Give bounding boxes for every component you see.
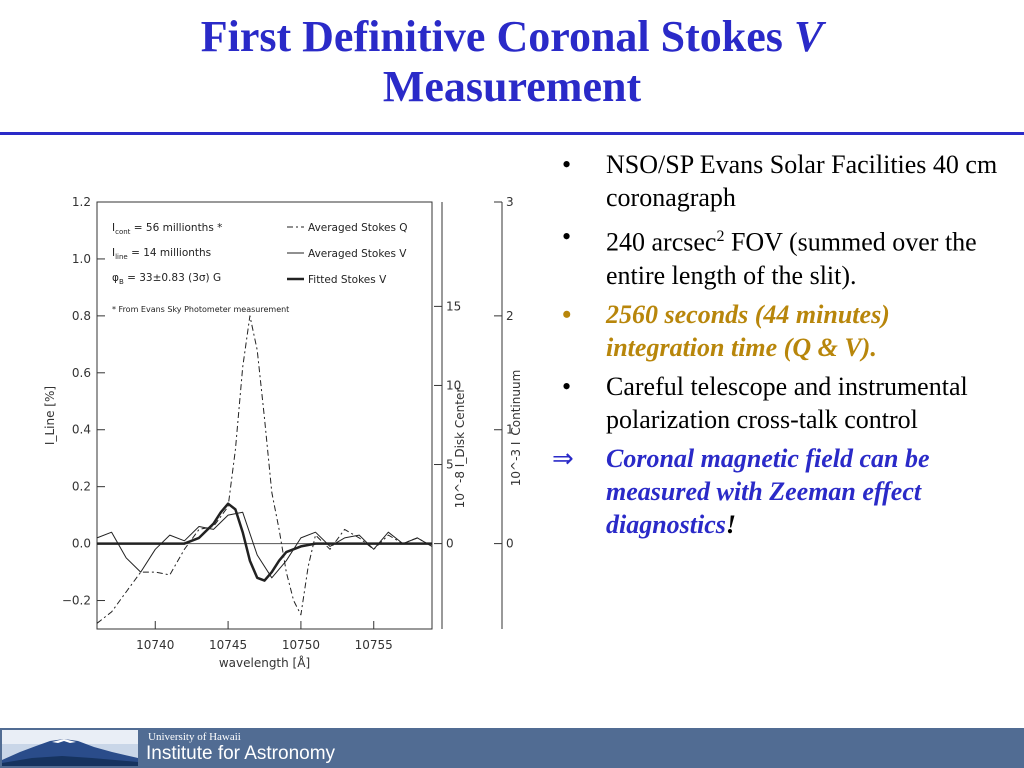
plot-frame	[96, 201, 433, 630]
bullet-text: 240 arcsec	[606, 227, 717, 257]
legend-label: Averaged Stokes Q	[308, 222, 408, 234]
info-value: = 33±0.83 (3σ) G	[124, 272, 221, 284]
x-tick-label: 10745	[209, 638, 247, 652]
legend-label: Averaged Stokes V	[308, 248, 407, 260]
title-text: First Definitive Coronal Stokes	[200, 12, 794, 61]
bullet-item-emphasis: • 2560 seconds (44 minutes) integration t…	[552, 298, 1014, 364]
y-tick-label: 0.4	[72, 423, 91, 437]
info-value: = 56 millionths	[130, 222, 213, 234]
implies-arrow-icon: ⇒	[552, 443, 574, 473]
info-star: *	[214, 222, 223, 234]
bullet-item: • NSO/SP Evans Solar Facilities 40 cm cor…	[552, 148, 1014, 214]
right2-tick-label: 0	[506, 537, 514, 551]
right1-tick-label: 5	[446, 458, 454, 472]
info-value: = 14 millionths	[128, 247, 211, 259]
x-tick-label: 10755	[355, 638, 393, 652]
mountain-logo-icon	[2, 730, 138, 766]
y-tick-label: 0.2	[72, 480, 91, 494]
title-text-line2: Measurement	[382, 62, 642, 111]
right2-axis-label: 10^-3 I_Continuum	[509, 370, 520, 487]
info-sub: cont	[115, 228, 131, 236]
info-sub: B	[119, 278, 124, 286]
footer-bar: University of Hawaii Institute for Astro…	[0, 728, 1024, 768]
right1-axis-label: 10^-8 I_Disk Center	[453, 388, 467, 509]
legend-info-line: φB = 33±0.83 (3σ) G	[112, 272, 221, 286]
y-tick-label: 0.6	[72, 366, 91, 380]
stokes-chart: 1.2 1.0 0.8 0.6 0.4 0.2 0.0 −0.2 10740 10745 10750…	[43, 195, 520, 670]
bullet-text: NSO/SP Evans Solar Facilities 40 cm coro…	[606, 150, 998, 212]
exclamation: !	[725, 509, 737, 539]
info-sub: line	[115, 253, 128, 261]
y-tick-label: −0.2	[62, 594, 91, 608]
bullet-text: Careful telescope and instrumental polar…	[606, 371, 968, 434]
right2-tick-label: 1	[506, 423, 514, 437]
institute-name: Institute for Astronomy	[146, 743, 336, 764]
superscript-2: 2	[716, 228, 725, 245]
info-symbol: I	[112, 222, 115, 234]
bullet-marker: •	[562, 299, 572, 329]
bullet-marker: •	[562, 222, 572, 251]
info-symbol: φ	[112, 272, 119, 284]
y-tick-label: 1.2	[72, 195, 91, 209]
bullet-item: • Careful telescope and instrumental pola…	[552, 370, 1014, 436]
info-symbol: I	[112, 247, 115, 259]
right2-tick-label: 3	[506, 195, 514, 209]
bullet-item: • 240 arcsec2 FOV (summed over the entire…	[552, 220, 1014, 292]
title-divider	[0, 132, 1024, 135]
series-line-3	[97, 502, 432, 582]
legend-info-line: Iline = 14 millionths	[112, 247, 211, 261]
series-line-2	[96, 511, 433, 579]
legend-label: Fitted Stokes V	[308, 274, 387, 286]
university-name: University of Hawaii	[148, 731, 241, 743]
bullet-marker: •	[562, 150, 572, 179]
slide-title: First Definitive Coronal Stokes V Measur…	[0, 12, 1024, 112]
bullet-text-cont: FOV (summed over the entire length of th…	[606, 227, 977, 290]
series-line-1	[96, 315, 433, 624]
legend-info-line: Icont = 56 millionths *	[112, 222, 222, 236]
y-tick-label: 0.0	[72, 537, 91, 551]
y-tick-label: 0.8	[72, 309, 91, 323]
right1-tick-label: 0	[446, 537, 454, 551]
x-axis-label: wavelength [Å]	[219, 655, 310, 670]
bullet-text: 2560 seconds (44 minutes) integration ti…	[606, 299, 890, 362]
y-axis-label: I_Line [%]	[43, 386, 57, 445]
bullet-list: • NSO/SP Evans Solar Facilities 40 cm cor…	[552, 148, 1014, 547]
y-tick-label: 1.0	[72, 252, 91, 266]
conclusion-text: Coronal magnetic field can be measured w…	[606, 443, 930, 539]
x-tick-label: 10750	[282, 638, 320, 652]
right1-tick-label: 15	[446, 299, 461, 313]
title-v: V	[793, 12, 824, 61]
x-tick-label: 10740	[136, 638, 174, 652]
right1-tick-label: 10	[446, 378, 461, 392]
bullet-marker: •	[562, 371, 572, 401]
legend-footnote: * From Evans Sky Photometer measurement	[112, 305, 289, 314]
conclusion-item: ⇒ Coronal magnetic field can be measured …	[552, 442, 1014, 541]
right2-tick-label: 2	[506, 309, 514, 323]
